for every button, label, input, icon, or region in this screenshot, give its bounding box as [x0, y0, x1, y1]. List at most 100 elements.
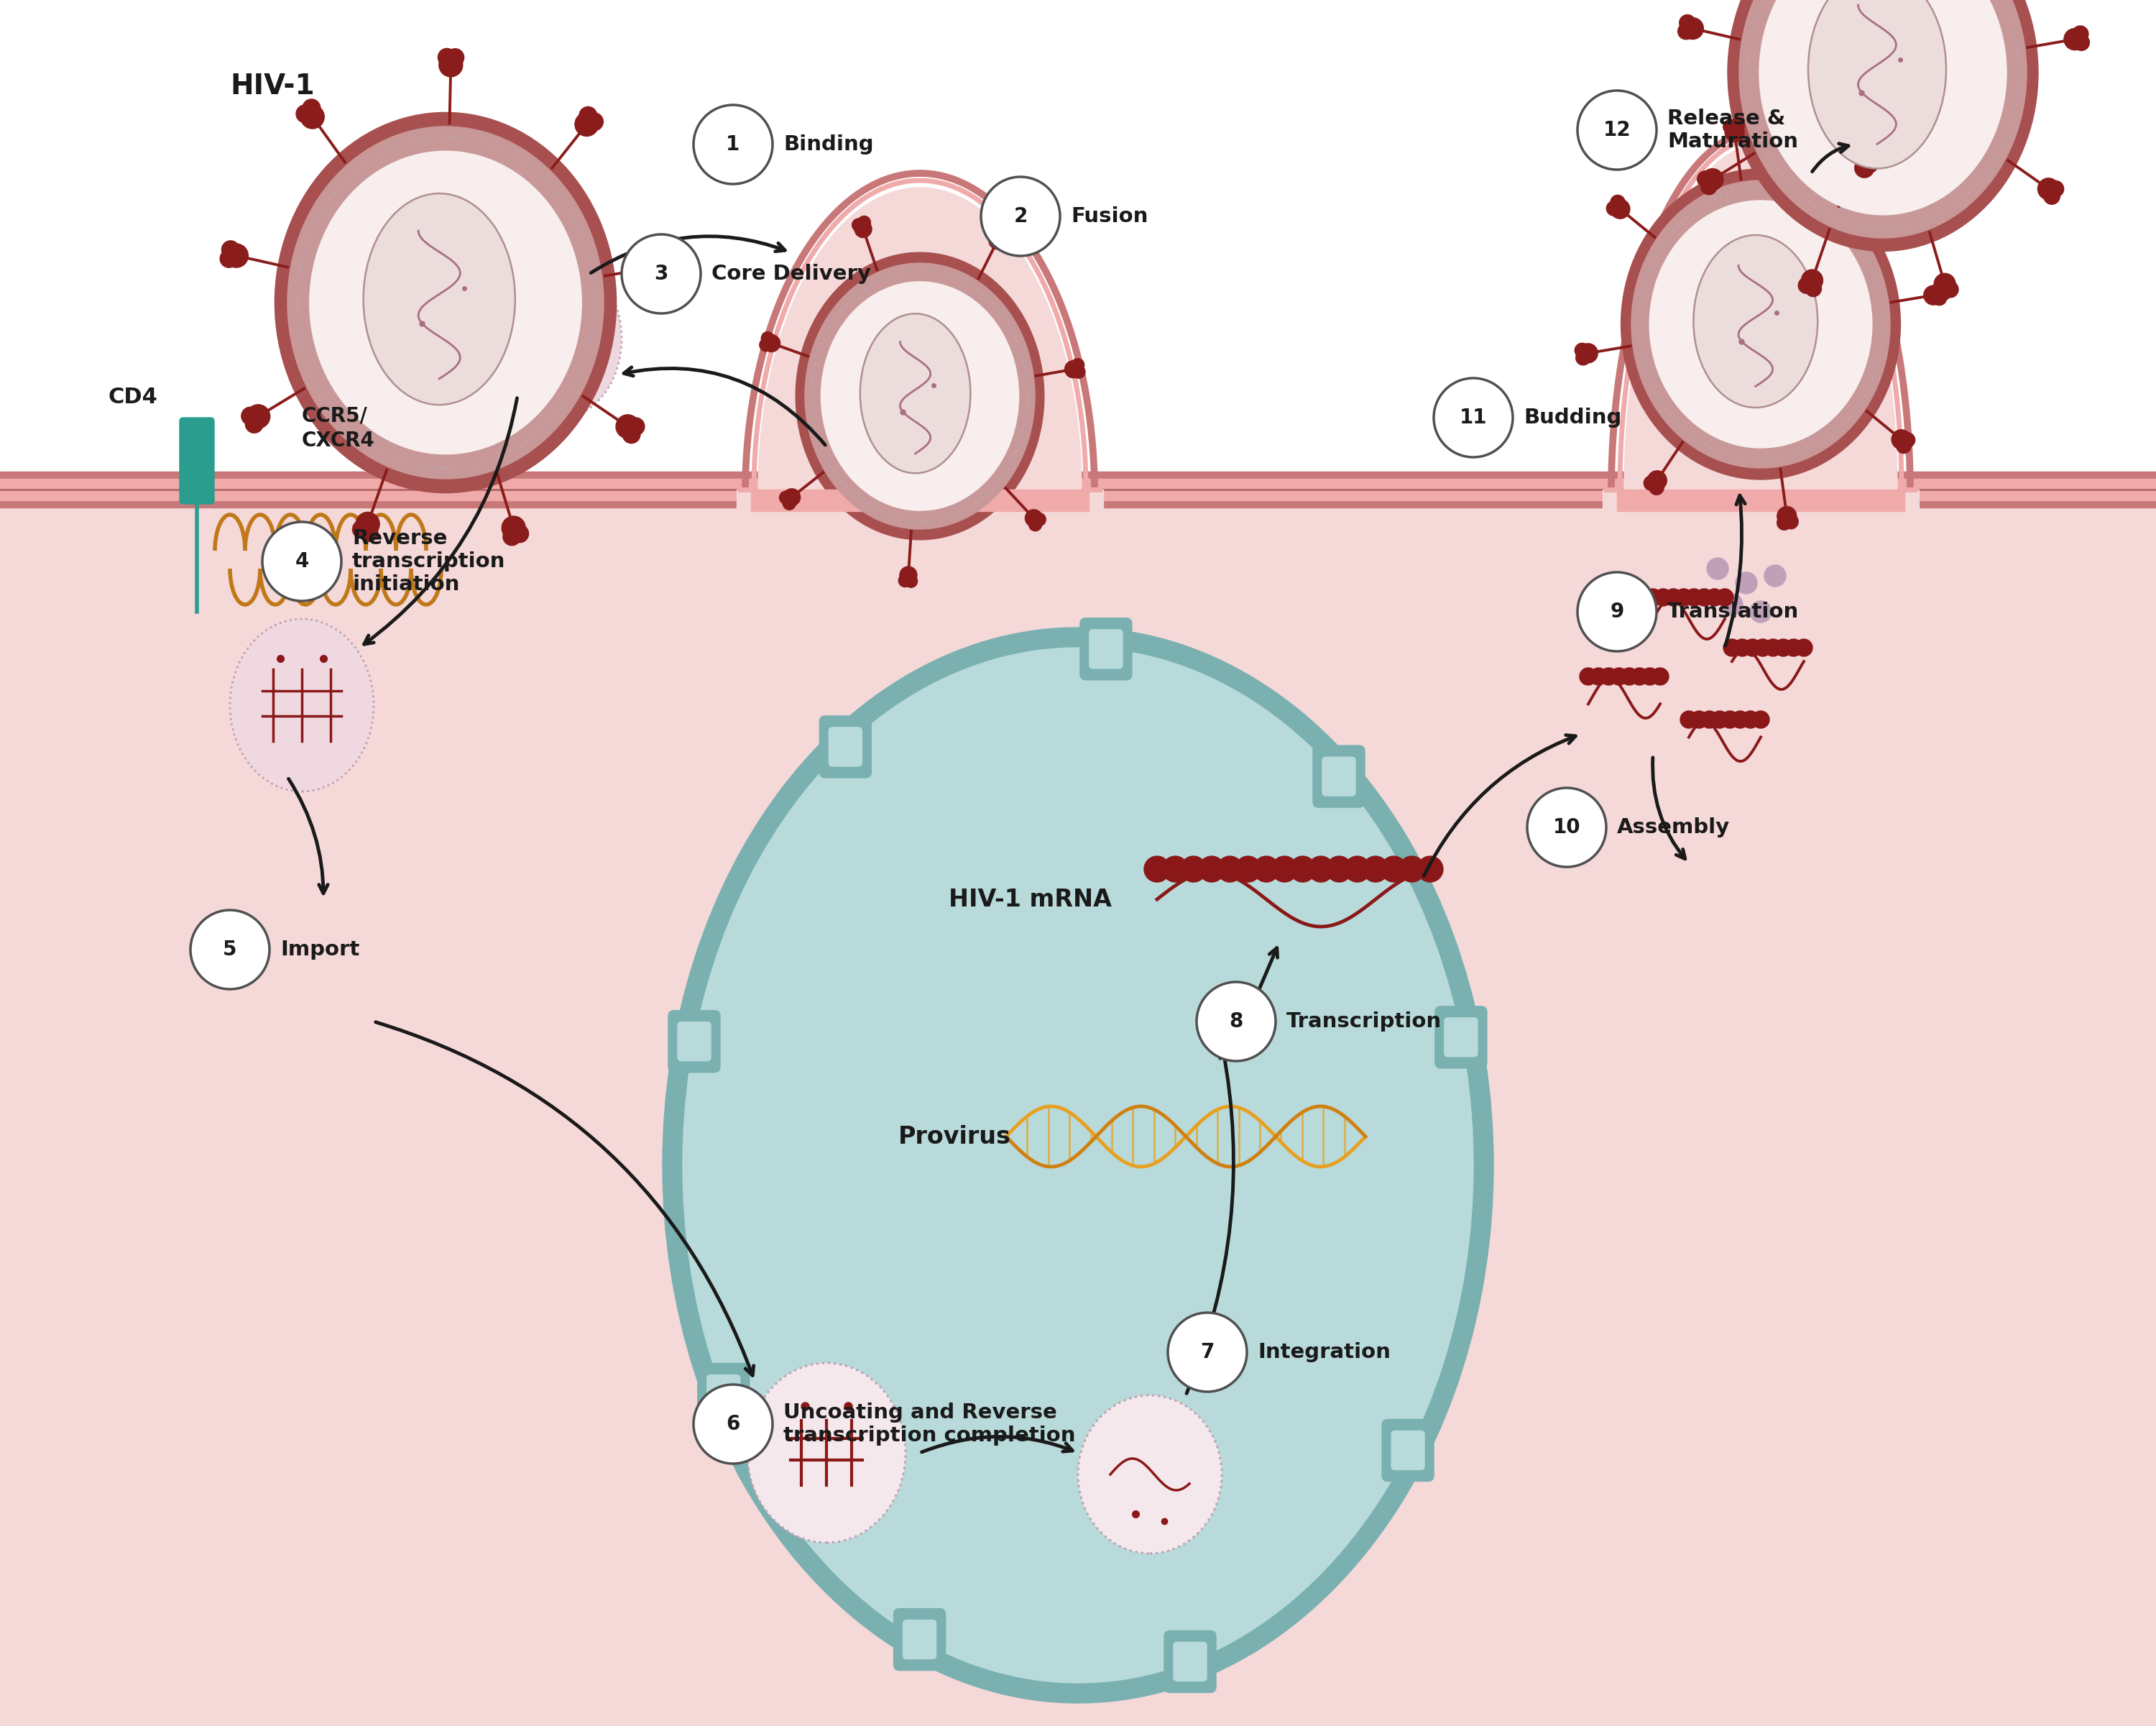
- Circle shape: [1651, 668, 1669, 685]
- Circle shape: [1576, 350, 1591, 366]
- Circle shape: [1785, 639, 1802, 656]
- Text: Import: Import: [280, 939, 360, 960]
- Text: HIV-1: HIV-1: [231, 72, 315, 100]
- Circle shape: [1309, 856, 1335, 882]
- Circle shape: [1600, 668, 1617, 685]
- Ellipse shape: [1621, 169, 1899, 480]
- Circle shape: [780, 492, 793, 504]
- Ellipse shape: [860, 314, 970, 473]
- Circle shape: [759, 338, 772, 352]
- Circle shape: [1434, 378, 1514, 457]
- Ellipse shape: [1078, 1395, 1222, 1553]
- Circle shape: [1526, 787, 1606, 866]
- Ellipse shape: [683, 647, 1473, 1683]
- FancyBboxPatch shape: [1173, 1641, 1207, 1681]
- Circle shape: [694, 1384, 772, 1464]
- Circle shape: [1720, 594, 1742, 616]
- Circle shape: [1725, 123, 1744, 142]
- Circle shape: [1677, 22, 1695, 40]
- Ellipse shape: [310, 152, 582, 454]
- Circle shape: [300, 105, 323, 129]
- Circle shape: [502, 516, 526, 540]
- Ellipse shape: [287, 126, 604, 478]
- Bar: [1617, 490, 1904, 511]
- FancyBboxPatch shape: [1391, 1431, 1425, 1471]
- Circle shape: [190, 910, 270, 989]
- Circle shape: [1733, 639, 1751, 656]
- Circle shape: [356, 513, 379, 535]
- Text: Core Delivery: Core Delivery: [711, 264, 871, 285]
- Circle shape: [1611, 195, 1626, 209]
- FancyBboxPatch shape: [677, 1022, 711, 1061]
- Text: 4: 4: [295, 551, 308, 571]
- Text: Provirus: Provirus: [899, 1125, 1011, 1148]
- Circle shape: [1574, 343, 1589, 357]
- FancyBboxPatch shape: [179, 418, 213, 504]
- Circle shape: [1774, 639, 1792, 656]
- Text: Uncoating and Reverse
transcription completion: Uncoating and Reverse transcription comp…: [783, 1402, 1076, 1446]
- Circle shape: [1686, 589, 1703, 606]
- Circle shape: [1580, 668, 1598, 685]
- Circle shape: [2048, 181, 2063, 197]
- Ellipse shape: [748, 1364, 906, 1543]
- Text: Fusion: Fusion: [1072, 207, 1147, 226]
- FancyBboxPatch shape: [1313, 746, 1365, 808]
- Circle shape: [586, 112, 604, 131]
- Circle shape: [1863, 159, 1878, 173]
- Ellipse shape: [231, 620, 373, 792]
- Text: Assembly: Assembly: [1617, 818, 1729, 837]
- Circle shape: [1805, 280, 1822, 297]
- Circle shape: [1611, 198, 1630, 219]
- Text: 9: 9: [1611, 602, 1623, 621]
- Ellipse shape: [1809, 0, 1947, 169]
- Circle shape: [645, 255, 668, 280]
- Circle shape: [1720, 711, 1738, 728]
- Circle shape: [295, 105, 315, 123]
- Text: 3: 3: [653, 264, 668, 285]
- Circle shape: [763, 335, 780, 352]
- Circle shape: [1899, 433, 1915, 447]
- Circle shape: [1033, 513, 1046, 526]
- Ellipse shape: [662, 628, 1494, 1704]
- Circle shape: [1705, 589, 1723, 606]
- Circle shape: [502, 528, 522, 545]
- Circle shape: [1621, 668, 1639, 685]
- FancyBboxPatch shape: [1089, 630, 1123, 668]
- Circle shape: [1723, 639, 1740, 656]
- Text: Integration: Integration: [1257, 1343, 1391, 1362]
- Circle shape: [1162, 856, 1188, 882]
- Circle shape: [1858, 154, 1871, 167]
- Text: 2: 2: [1013, 207, 1028, 226]
- Circle shape: [1664, 589, 1682, 606]
- Circle shape: [1936, 285, 1951, 300]
- Bar: [0, 478, 2156, 501]
- Bar: [737, 490, 1104, 525]
- Text: 6: 6: [727, 1414, 740, 1434]
- Circle shape: [1145, 856, 1171, 882]
- Circle shape: [2044, 188, 2059, 204]
- Circle shape: [858, 216, 871, 230]
- Circle shape: [1578, 343, 1598, 362]
- Circle shape: [996, 231, 1009, 243]
- Polygon shape: [759, 188, 1082, 490]
- FancyBboxPatch shape: [1436, 1006, 1488, 1068]
- Circle shape: [241, 407, 259, 425]
- Text: 7: 7: [1201, 1343, 1214, 1362]
- Ellipse shape: [1632, 181, 1891, 468]
- Polygon shape: [1623, 145, 1897, 490]
- Circle shape: [1701, 178, 1716, 195]
- Circle shape: [1680, 16, 1695, 31]
- Ellipse shape: [364, 193, 515, 406]
- Circle shape: [1716, 589, 1733, 606]
- Circle shape: [1695, 589, 1712, 606]
- FancyBboxPatch shape: [1445, 1018, 1477, 1056]
- Ellipse shape: [1740, 0, 2027, 238]
- Circle shape: [1169, 1313, 1246, 1391]
- Circle shape: [1199, 856, 1225, 882]
- Ellipse shape: [500, 259, 621, 418]
- Circle shape: [1654, 589, 1671, 606]
- Circle shape: [899, 575, 912, 587]
- FancyBboxPatch shape: [699, 1364, 750, 1426]
- Circle shape: [1253, 856, 1279, 882]
- Circle shape: [1641, 668, 1658, 685]
